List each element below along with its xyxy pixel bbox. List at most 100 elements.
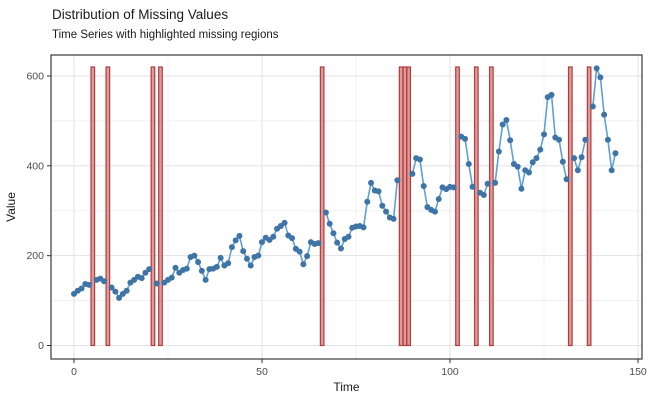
data-point bbox=[480, 192, 487, 199]
data-point bbox=[571, 155, 578, 162]
missing-region-bar bbox=[150, 66, 156, 347]
missing-region-bar bbox=[455, 66, 460, 347]
data-point bbox=[334, 239, 341, 246]
axis-title-x: Time bbox=[333, 380, 360, 394]
data-point bbox=[589, 103, 596, 110]
data-point bbox=[240, 248, 247, 255]
data-point bbox=[217, 254, 224, 261]
data-point bbox=[394, 177, 401, 184]
data-point bbox=[559, 158, 566, 165]
series-line-segment bbox=[607, 139, 613, 171]
data-point bbox=[518, 185, 525, 192]
data-point bbox=[225, 260, 232, 267]
series-line-segment bbox=[550, 94, 557, 138]
data-point bbox=[112, 288, 119, 295]
data-point bbox=[315, 240, 322, 247]
data-point bbox=[259, 239, 265, 246]
data-point bbox=[247, 262, 254, 269]
data-point bbox=[409, 170, 416, 177]
chart-subtitle: Time Series with highlighted missing reg… bbox=[52, 29, 279, 41]
data-point bbox=[123, 287, 130, 294]
data-point bbox=[574, 167, 581, 174]
missing-region-bar bbox=[319, 66, 325, 347]
data-point bbox=[289, 235, 296, 242]
series-line-segment bbox=[422, 185, 429, 208]
missing-region-bar bbox=[158, 66, 163, 347]
data-point bbox=[255, 252, 262, 259]
data-point bbox=[296, 248, 303, 255]
data-point bbox=[195, 258, 202, 265]
data-point bbox=[138, 275, 145, 282]
missing-region-bar bbox=[105, 66, 111, 347]
data-point bbox=[529, 159, 536, 166]
data-point bbox=[563, 176, 570, 183]
data-point bbox=[462, 135, 469, 142]
data-point bbox=[232, 237, 239, 244]
data-point bbox=[322, 209, 329, 216]
missing-region-bar bbox=[398, 66, 404, 347]
chart-title: Distribution of Missing Values bbox=[52, 7, 229, 22]
missing-region-bar bbox=[473, 66, 479, 347]
x-tick-label: 150 bbox=[629, 366, 647, 378]
data-point bbox=[597, 74, 604, 81]
data-point bbox=[435, 196, 442, 203]
data-point bbox=[612, 150, 619, 157]
data-point bbox=[213, 263, 220, 270]
data-point bbox=[556, 136, 563, 143]
data-point bbox=[172, 264, 179, 271]
data-point bbox=[541, 131, 547, 138]
data-point bbox=[116, 294, 123, 301]
data-point bbox=[146, 266, 153, 273]
missing-region-bar bbox=[488, 66, 494, 347]
data-point bbox=[593, 65, 600, 72]
data-point bbox=[330, 230, 337, 237]
data-point bbox=[525, 169, 532, 176]
data-point bbox=[416, 156, 423, 163]
series-line-segment bbox=[516, 166, 523, 189]
data-point bbox=[270, 233, 277, 240]
series-line-segment bbox=[366, 182, 372, 202]
data-point bbox=[503, 117, 510, 124]
data-point bbox=[375, 188, 382, 195]
data-point bbox=[108, 284, 115, 291]
data-point bbox=[236, 232, 243, 239]
data-point bbox=[243, 255, 250, 262]
series-line-segment bbox=[392, 180, 399, 219]
data-point bbox=[608, 167, 615, 174]
data-point bbox=[499, 121, 506, 128]
y-tick-label: 400 bbox=[26, 160, 44, 172]
series-line-segment bbox=[419, 159, 425, 187]
data-point bbox=[281, 219, 288, 226]
data-point bbox=[379, 202, 386, 209]
data-point bbox=[142, 269, 149, 276]
series-line-segment bbox=[468, 163, 474, 188]
data-point bbox=[198, 267, 205, 274]
series-line-segment bbox=[498, 124, 504, 152]
data-point bbox=[495, 148, 502, 155]
series-line-segment bbox=[362, 201, 369, 228]
data-point bbox=[582, 136, 589, 143]
data-point bbox=[326, 220, 333, 227]
data-point bbox=[360, 224, 367, 231]
y-tick-label: 600 bbox=[26, 70, 44, 82]
data-point bbox=[368, 179, 375, 186]
x-tick-label: 50 bbox=[256, 366, 268, 378]
data-point bbox=[168, 274, 175, 281]
data-point bbox=[153, 280, 160, 287]
data-point bbox=[469, 183, 476, 190]
data-point bbox=[304, 253, 311, 260]
series-line-segment bbox=[558, 139, 564, 162]
data-point bbox=[390, 215, 397, 222]
data-point bbox=[337, 245, 344, 252]
missing-region-bar bbox=[586, 66, 592, 347]
panel-border bbox=[50, 54, 643, 360]
missing-region-bar bbox=[90, 66, 96, 347]
series-line-segment bbox=[520, 170, 526, 189]
data-point bbox=[202, 276, 209, 283]
series-line-segment bbox=[464, 138, 470, 165]
data-point bbox=[420, 183, 427, 190]
series-line-segment bbox=[603, 114, 609, 140]
x-tick-label: 0 bbox=[71, 366, 77, 378]
data-point bbox=[484, 180, 491, 187]
